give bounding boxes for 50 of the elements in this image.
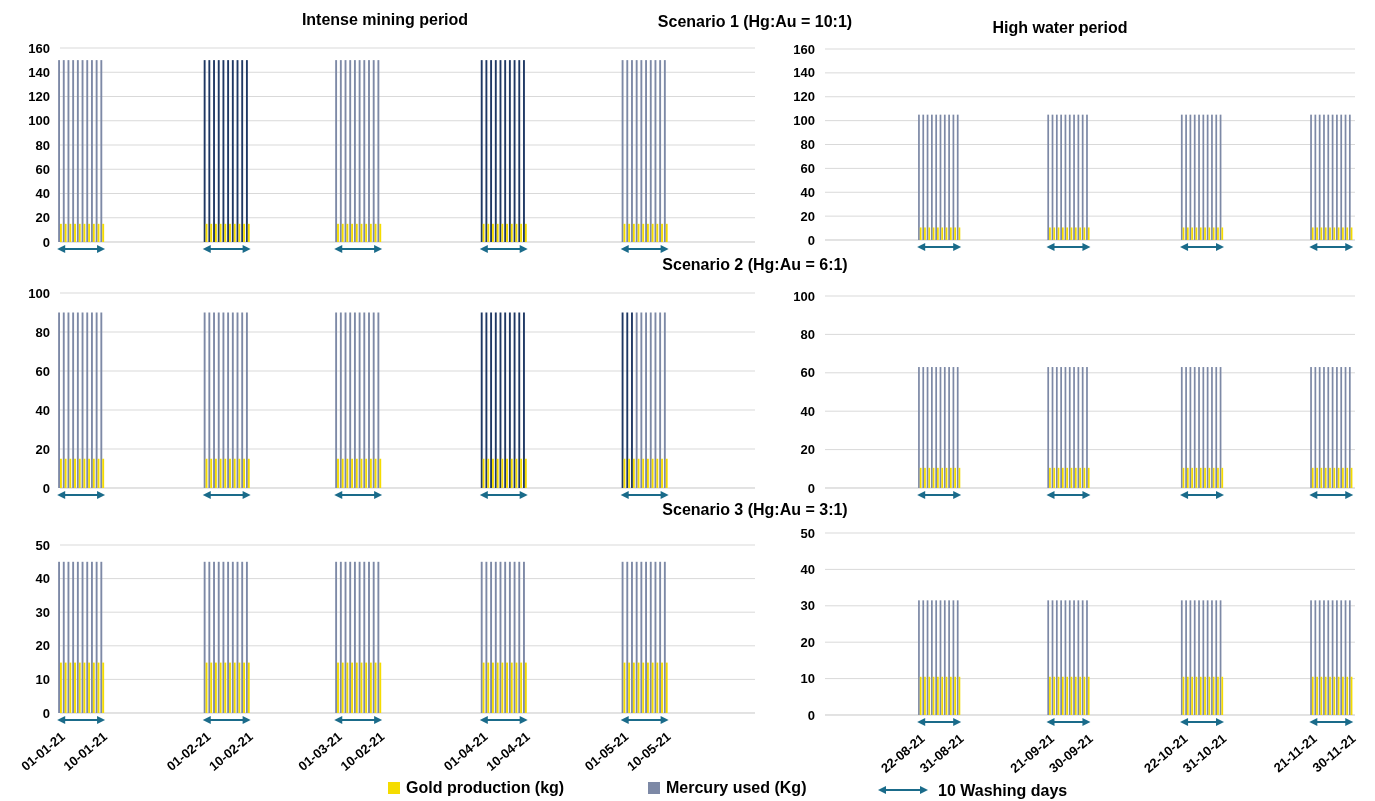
y-tick-label: 20 — [800, 634, 815, 650]
chart-title: Intense mining period — [301, 11, 469, 28]
y-tick-label: 80 — [800, 326, 815, 342]
y-tick-label: 30 — [35, 604, 50, 620]
y-tick-label: 20 — [35, 441, 50, 457]
y-tick-label: 0 — [807, 707, 815, 723]
y-tick-label: 0 — [42, 480, 50, 496]
chart-subtitle: Scenario 1 (Hg:Au = 10:1) — [657, 13, 853, 30]
y-tick-label: 20 — [800, 442, 815, 458]
y-tick-label: 0 — [42, 705, 50, 721]
y-tick-label: 60 — [35, 161, 50, 177]
y-tick-label: 40 — [800, 403, 815, 419]
y-tick-label: 120 — [793, 89, 815, 105]
legend-label: Mercury used (Kg) — [666, 779, 807, 796]
y-tick-label: 50 — [35, 537, 50, 553]
y-tick-label: 10 — [800, 671, 815, 687]
y-tick-label: 100 — [793, 288, 815, 304]
y-tick-label: 60 — [800, 160, 815, 176]
y-tick-label: 100 — [28, 285, 50, 301]
y-tick-label: 0 — [42, 234, 50, 250]
y-tick-label: 120 — [28, 89, 50, 105]
y-tick-label: 30 — [800, 598, 815, 614]
y-tick-label: 140 — [793, 65, 815, 81]
y-tick-label: 20 — [35, 638, 50, 654]
y-tick-label: 60 — [800, 365, 815, 381]
y-tick-label: 80 — [35, 324, 50, 340]
y-tick-label: 0 — [807, 480, 815, 496]
y-tick-label: 10 — [35, 671, 50, 687]
y-tick-label: 50 — [800, 525, 815, 541]
y-tick-label: 160 — [793, 41, 815, 57]
y-tick-label: 40 — [35, 571, 50, 587]
y-tick-label: 100 — [793, 113, 815, 129]
y-tick-label: 20 — [35, 210, 50, 226]
chart-subtitle: Scenario 2 (Hg:Au = 6:1) — [662, 256, 848, 273]
y-tick-label: 80 — [800, 137, 815, 153]
y-tick-label: 100 — [28, 113, 50, 129]
y-tick-label: 160 — [28, 40, 50, 56]
y-tick-label: 40 — [35, 186, 50, 202]
y-tick-label: 60 — [35, 363, 50, 379]
y-tick-label: 80 — [35, 137, 50, 153]
legend-label: Gold production (kg) — [406, 779, 565, 796]
y-tick-label: 0 — [807, 232, 815, 248]
chart-title: High water period — [992, 19, 1128, 36]
y-tick-label: 40 — [800, 184, 815, 200]
y-tick-label: 140 — [28, 64, 50, 80]
y-tick-label: 40 — [35, 402, 50, 418]
y-tick-label: 40 — [800, 561, 815, 577]
y-tick-label: 20 — [800, 208, 815, 224]
text: 10 Washing days — [938, 782, 1068, 799]
chart-subtitle: Scenario 3 (Hg:Au = 3:1) — [662, 501, 848, 518]
